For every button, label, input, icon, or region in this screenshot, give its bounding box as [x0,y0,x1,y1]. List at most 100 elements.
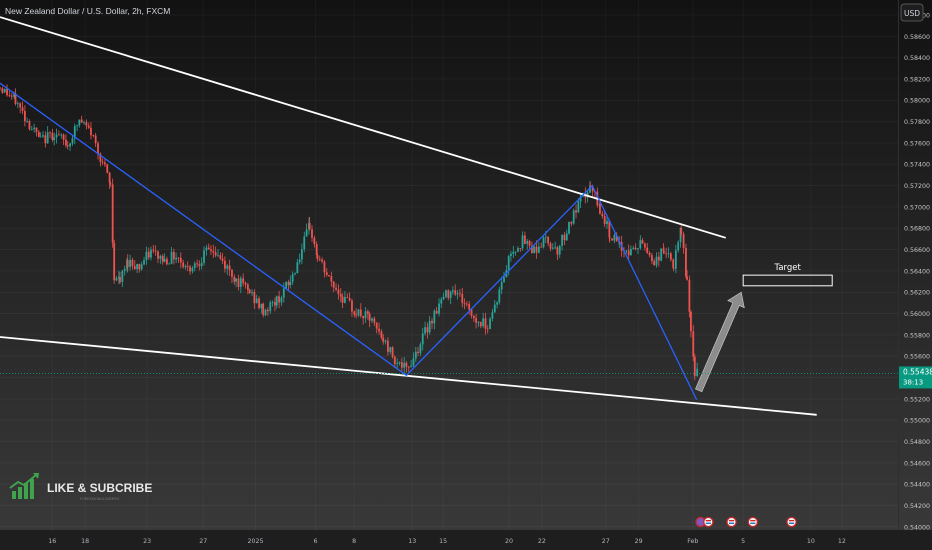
candle-body [630,249,632,256]
candle-body [44,135,47,144]
candle-body [449,291,452,298]
candle-body [470,309,473,316]
candle-body [37,131,40,137]
candle-body [547,236,550,244]
candle-body [189,266,191,272]
y-tick-label: 0.56400 [904,268,930,275]
candle-body [154,250,157,252]
candle-body [92,135,95,137]
candle-body [523,235,526,244]
candle-body [482,318,485,327]
candle-body [674,250,677,269]
candle-body [165,258,168,265]
candle-body [143,260,145,265]
candle-body [549,243,552,249]
candle-body [60,134,63,136]
candle-body [198,264,201,267]
y-tick-label: 0.56800 [904,226,930,233]
candle-body [221,258,224,261]
candle-body [535,246,538,253]
candle-body [572,210,575,224]
candle-body [357,309,360,316]
y-tick-label: 0.55000 [904,418,930,425]
x-tick-label: 15 [439,538,447,545]
candle-body [275,296,278,306]
candle-body [613,235,616,241]
candle-body [1,88,4,93]
candle-body [378,328,380,332]
candle-body [526,241,529,244]
candle-body [405,362,408,367]
candle-body [115,278,118,281]
candle-body [484,318,487,329]
candle-body [214,252,217,256]
last-price-badge: 0.55438 38:13 [899,366,932,389]
candle-body [544,236,547,238]
x-tick-label: 20 [505,538,513,545]
candle-body [692,331,695,357]
us-flag-icon [726,516,737,528]
candle-body [634,247,637,250]
candle-body [608,236,611,239]
candle-body [393,356,396,365]
candle-body [85,122,88,126]
candle-body [126,260,129,268]
candle-body [389,347,392,352]
candle-body [111,184,114,243]
candle-body [491,312,494,319]
candle-body [248,289,251,294]
candle-body [498,289,501,303]
y-tick-label: 0.54000 [904,524,930,531]
flag-stripe [750,520,756,522]
currency-button[interactable]: USD [900,3,924,22]
flag-stripe [750,522,756,524]
candle-body [30,129,33,130]
candle-body [0,87,1,89]
candle-body [615,235,618,242]
candle-body [3,88,6,93]
candle-body [639,240,642,249]
candle-body [97,143,99,154]
y-tick-label: 0.56000 [904,311,930,318]
channel-lower-line [0,336,817,416]
candle-body [123,269,126,271]
event-marker-circle [726,516,737,528]
candle-body [233,276,236,282]
candle-body [231,269,233,277]
candle-body [364,311,367,319]
x-tick-label: 8 [352,538,356,545]
candle-body [80,119,83,123]
candle-body [456,293,459,295]
x-tick-label: 6 [313,538,317,545]
time-axis[interactable]: 16 18 23 27 2025 6 8 13 15 20 22 27 29 Feb 5 10 12 [0,530,932,550]
candle-body [438,303,440,314]
drawing-overlays[interactable] [0,16,898,416]
candle-body [28,121,31,130]
candle-body [296,262,299,274]
candle-body [262,303,265,316]
candle-body [242,278,245,284]
watermark-logo: LIKE & SUBCRIBE FOREXSIGNALSSIMPLE [9,473,152,501]
candle-body [46,132,49,144]
candle-body [104,162,106,165]
candle-body [348,297,351,301]
candle-body [344,297,346,303]
candle-body [335,287,337,290]
candle-body [400,362,403,368]
x-tick-label: 27 [602,538,610,545]
y-tick-label: 0.54800 [904,439,930,446]
symbol-title[interactable]: New Zealand Dollar / U.S. Dollar, 2h, FX… [5,6,170,16]
candle-body [637,248,639,250]
candle-body [315,244,318,256]
candle-body [366,311,369,314]
candle-body [442,296,445,300]
event-marker-circle [786,516,797,528]
y-tick-label: 0.55200 [904,396,930,403]
candle-body [407,366,410,368]
candle-body [632,247,635,250]
candle-body [237,278,240,287]
candle-body [267,309,269,312]
candle-body [459,293,461,295]
candle-body [417,351,419,353]
